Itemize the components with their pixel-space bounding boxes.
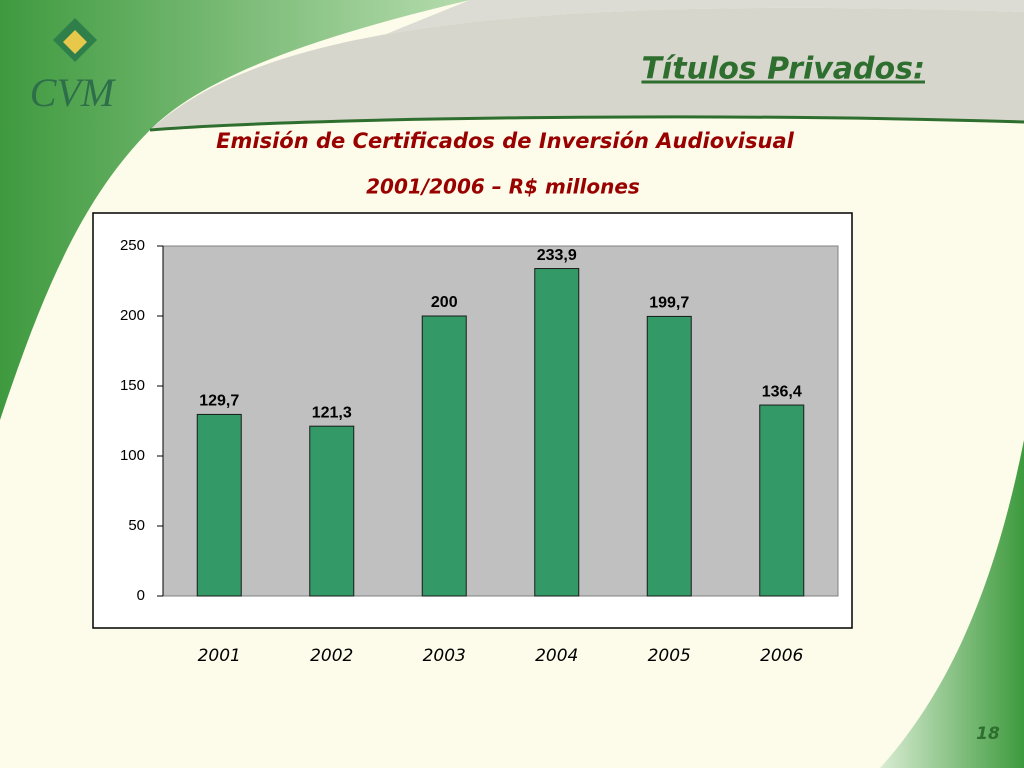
page-number: 18 [976,724,1000,744]
value-label: 199,7 [649,295,689,312]
chart-title: Emisión de Certificados de Inversión Aud… [216,129,794,153]
x-tick-label: 2005 [648,646,691,666]
header-line [149,115,1024,132]
value-label: 233,9 [537,247,577,264]
logo-mark [63,30,87,54]
bar [421,315,467,597]
x-tick-label: 2006 [760,646,803,666]
green-curve [0,0,470,420]
bar [646,315,692,597]
y-tick-label: 0 [137,587,145,604]
bar [196,413,242,597]
y-tick-label: 100 [120,447,145,464]
y-tick-label: 250 [120,237,145,254]
chart-subtitle: 2001/2006 – R$ millones [366,175,640,199]
value-label: 200 [431,294,458,311]
value-label: 129,7 [199,393,239,410]
heading: Títulos Privados: [641,52,925,87]
logo-text: CVM [30,70,117,115]
plot-area [162,245,839,597]
value-label: 136,4 [762,383,802,400]
y-tick-label: 150 [120,377,145,394]
bar [759,404,805,597]
value-label: 121,3 [312,404,352,421]
x-tick-label: 2002 [310,646,353,666]
x-tick-label: 2003 [423,646,466,666]
header-band [150,7,1024,130]
bar [309,425,355,597]
x-tick-label: 2004 [535,646,578,666]
x-tick-label: 2001 [198,646,241,666]
bar [534,268,580,597]
y-tick-label: 50 [128,517,145,534]
y-tick-label: 200 [120,307,145,324]
green-curve [880,440,1024,768]
